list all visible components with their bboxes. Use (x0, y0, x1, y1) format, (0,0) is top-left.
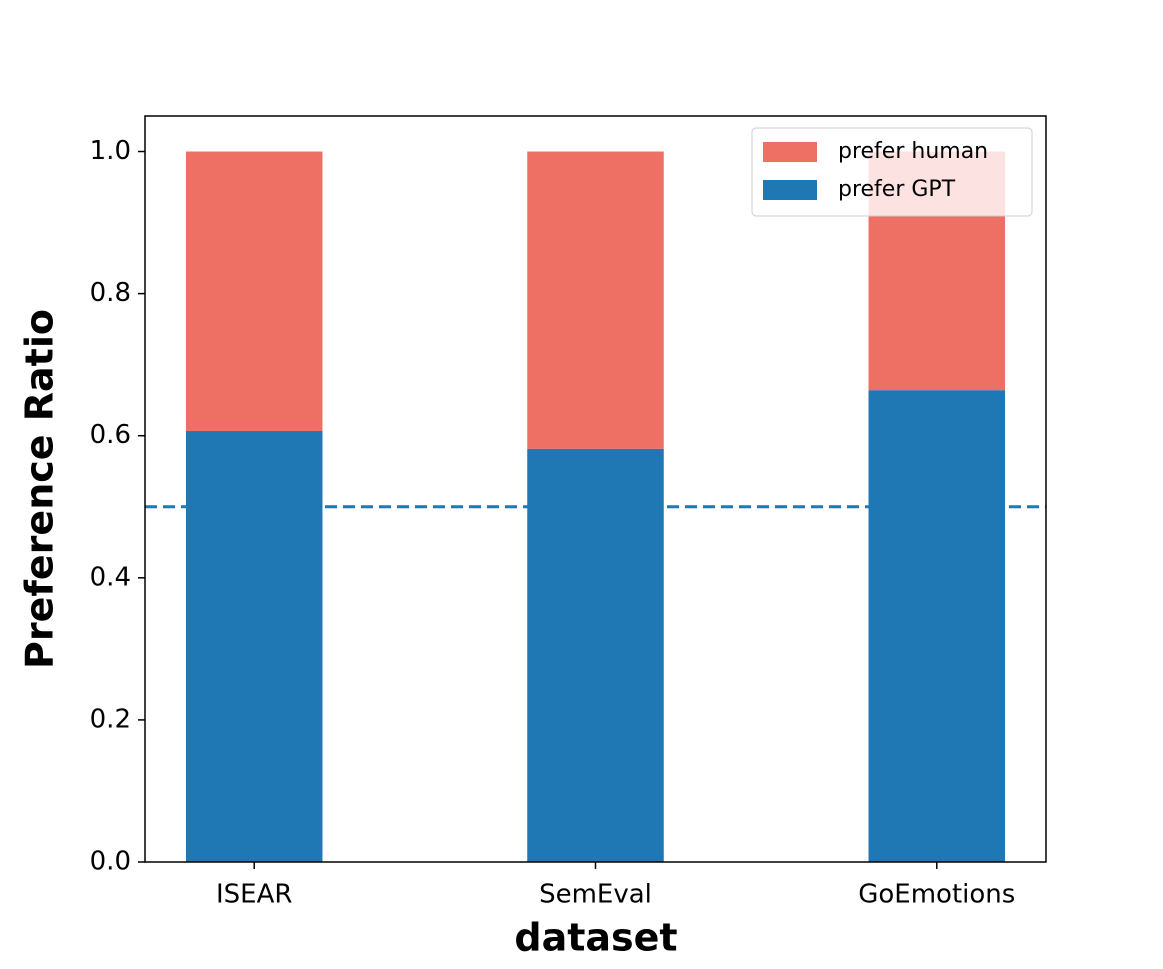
bar-segment (868, 390, 1006, 862)
x-tick-label: GoEmotions (858, 880, 1015, 910)
legend-label: prefer human (838, 139, 988, 164)
y-tick-label: 0.8 (90, 278, 131, 308)
bar-segment (527, 151, 664, 449)
bar-segment (185, 151, 323, 432)
axes-frame (144, 115, 1047, 863)
y-tick-label: 0.2 (90, 704, 131, 734)
x-tick-label: SemEval (539, 880, 652, 910)
legend-swatch (763, 142, 817, 162)
y-tick-label: 0.0 (90, 847, 131, 877)
legend-box (751, 127, 1033, 217)
y-axis-label: Preference Ratio (18, 309, 62, 669)
bar-segment (185, 431, 323, 862)
y-tick-label: 1.0 (90, 136, 131, 166)
legend-label: prefer GPT (838, 177, 956, 202)
bar-segment (527, 448, 664, 862)
legend-swatch (763, 180, 817, 200)
y-tick-label: 0.6 (90, 420, 131, 450)
x-tick-label: ISEAR (216, 880, 292, 910)
y-tick-label: 0.4 (90, 562, 131, 592)
x-axis-label: dataset (514, 916, 677, 960)
